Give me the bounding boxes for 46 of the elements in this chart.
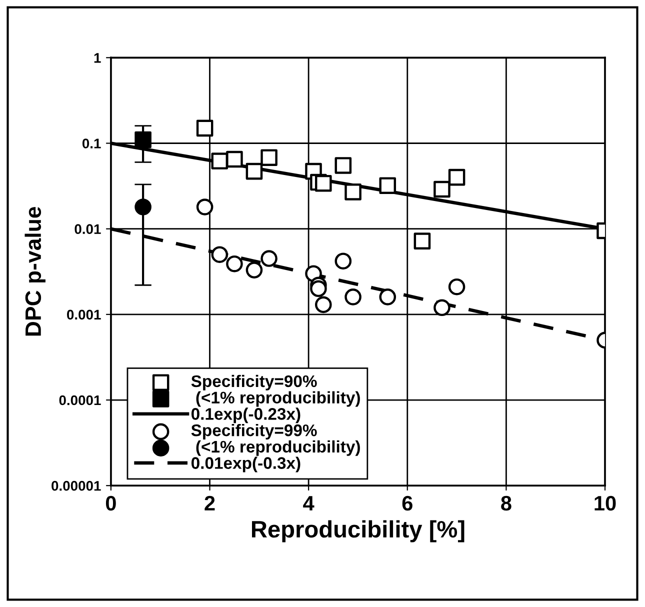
y-tick-label: 0.00001 [52, 480, 101, 491]
point [414, 232, 431, 250]
point [260, 250, 278, 267]
y-tick-label: 0.01 [74, 224, 101, 234]
point [379, 177, 396, 194]
point [434, 299, 450, 316]
point [344, 288, 362, 306]
y-tick-label: 0.1 [82, 138, 101, 148]
legend-label: (<1% reproducibility) [196, 391, 360, 407]
point [314, 174, 332, 192]
point [379, 288, 396, 306]
y-tick-label: 0.0001 [59, 395, 101, 406]
legend-label: 0.1exp(-0.23x) [191, 408, 300, 424]
legend-label: (<1% reproducibility) [196, 440, 360, 456]
legend-label: 0.01exp(-0.3x) [191, 456, 300, 472]
point [310, 280, 327, 298]
point [434, 180, 450, 198]
point [448, 168, 466, 186]
x-tick-label: 10 [594, 496, 616, 511]
point [196, 120, 214, 137]
point [134, 198, 152, 216]
legend-label: Specificity=99% [191, 424, 317, 440]
point [246, 162, 263, 180]
point [334, 157, 352, 174]
point [260, 149, 278, 166]
point [448, 278, 466, 296]
point [334, 252, 352, 270]
x-tick-label: 4 [303, 496, 314, 510]
point [314, 296, 332, 314]
point [226, 150, 243, 168]
point [196, 198, 214, 216]
y-axis-title: DPC p-value [24, 206, 46, 336]
point [134, 131, 152, 148]
point [211, 246, 228, 263]
y-tick-label: 0.001 [67, 310, 101, 320]
x-tick-label: 8 [501, 496, 512, 511]
y-tick-label: 1 [94, 53, 101, 63]
x-tick-label: 0 [106, 496, 116, 511]
x-tick-label: 2 [204, 496, 215, 510]
legend-label: Specificity=90% [191, 374, 317, 390]
point [246, 262, 263, 278]
x-tick-label: 6 [402, 496, 412, 511]
x-axis-title: Reproducibility [%] [252, 520, 464, 542]
point [344, 184, 362, 200]
point [226, 255, 243, 272]
point [211, 152, 228, 170]
